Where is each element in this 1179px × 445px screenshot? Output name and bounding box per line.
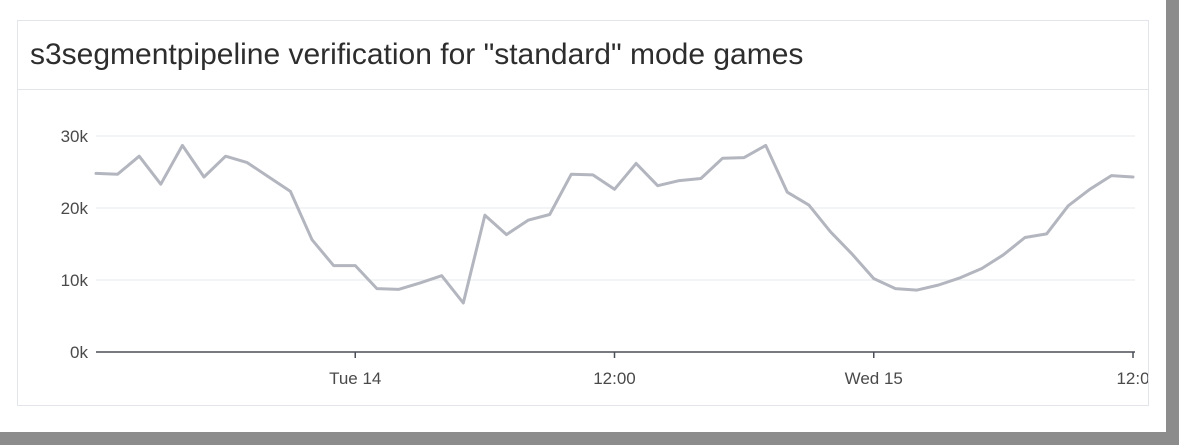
x-tick-label: Wed 15 <box>845 369 903 388</box>
series-line <box>94 143 1135 305</box>
screen-frame: s3segmentpipeline verification for "stan… <box>0 0 1166 432</box>
x-tick-label: 12:0 <box>1116 369 1148 388</box>
widget-title: s3segmentpipeline verification for "stan… <box>30 38 804 71</box>
y-tick-label: 0k <box>70 343 88 362</box>
x-tick-label: 12:00 <box>593 369 636 388</box>
x-tick-label: Tue 14 <box>329 369 381 388</box>
y-tick-label: 20k <box>61 199 89 218</box>
y-tick-label: 10k <box>61 271 89 290</box>
y-tick-label: 30k <box>61 127 89 146</box>
timeseries-widget: s3segmentpipeline verification for "stan… <box>17 20 1149 406</box>
line-chart: 0k 10k 20k 30k Tue 14 12:00 Wed 15 12:0 <box>61 127 1148 388</box>
widget-header: s3segmentpipeline verification for "stan… <box>18 21 1148 90</box>
